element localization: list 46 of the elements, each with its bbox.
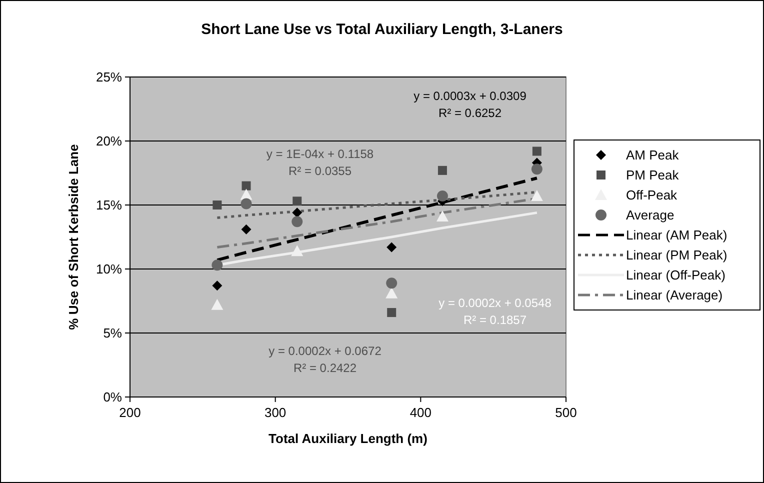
point bbox=[292, 208, 302, 218]
legend-label: Average bbox=[626, 208, 674, 223]
x-tick-label: 400 bbox=[410, 405, 432, 420]
legend-label: Linear (PM Peak) bbox=[626, 248, 728, 263]
x-tick-label: 500 bbox=[555, 405, 577, 420]
point bbox=[292, 216, 303, 228]
point bbox=[531, 164, 542, 175]
y-tick-label: 20% bbox=[96, 134, 122, 149]
annotation: y = 0.0002x + 0.0672 R² = 0.2422 bbox=[268, 344, 382, 375]
legend-label: Off-Peak bbox=[626, 188, 678, 203]
legend-label: Linear (AM Peak) bbox=[626, 228, 728, 243]
point bbox=[292, 196, 302, 206]
point bbox=[436, 210, 448, 222]
legend-label: Linear (Off-Peak) bbox=[626, 268, 726, 283]
point bbox=[240, 198, 252, 210]
point bbox=[532, 146, 542, 156]
legend-label: AM Peak bbox=[626, 148, 680, 163]
point bbox=[386, 242, 397, 252]
point bbox=[386, 287, 398, 298]
point bbox=[211, 298, 224, 310]
point bbox=[436, 190, 448, 202]
y-tick-label: 5% bbox=[103, 326, 122, 341]
y-axis-title: % Use of Short Kerbside Lane bbox=[66, 144, 81, 330]
point bbox=[530, 190, 543, 202]
point bbox=[241, 224, 252, 234]
point bbox=[438, 166, 447, 175]
y-tick-label: 15% bbox=[96, 198, 122, 213]
legend-label: Linear (Average) bbox=[626, 288, 723, 303]
x-tick-label: 200 bbox=[119, 405, 141, 420]
point bbox=[212, 200, 222, 210]
chart-title: Short Lane Use vs Total Auxiliary Length, 3-Laners bbox=[201, 21, 563, 38]
annotation: y = 1E-04x + 0.1158 R² = 0.0355 bbox=[266, 147, 374, 178]
annotation: y = 0.0003x + 0.0309 R² = 0.6252 bbox=[414, 89, 527, 120]
point bbox=[212, 280, 222, 291]
point bbox=[386, 278, 398, 289]
y-tick-label: 0% bbox=[103, 390, 122, 405]
annotation: y = 0.0002x + 0.0548 R² = 0.1857 bbox=[438, 296, 552, 327]
point bbox=[291, 245, 304, 256]
point bbox=[212, 260, 223, 271]
x-tick-label: 300 bbox=[264, 405, 286, 420]
legend-label: PM Peak bbox=[626, 168, 680, 183]
y-tick-label: 10% bbox=[96, 262, 122, 277]
y-tick-label: 25% bbox=[96, 70, 122, 85]
point bbox=[242, 181, 251, 190]
x-axis-title: Total Auxiliary Length (m) bbox=[268, 431, 428, 446]
point bbox=[387, 308, 396, 318]
